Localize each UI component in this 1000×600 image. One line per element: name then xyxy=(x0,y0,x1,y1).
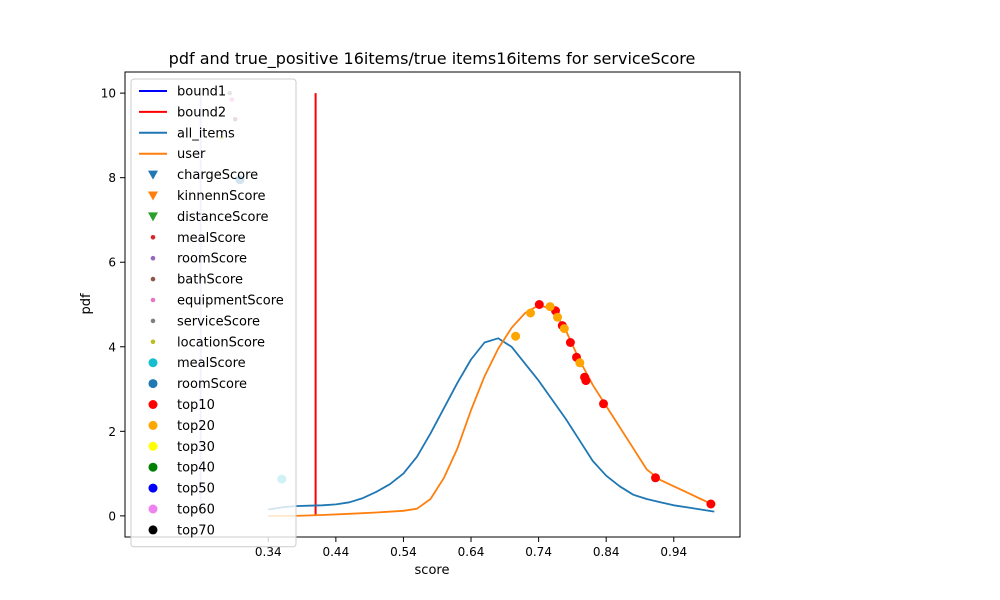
x-tick-label: 0.54 xyxy=(390,545,417,559)
legend-label-locationScore: locationScore xyxy=(177,335,265,350)
legend-label-top60: top60 xyxy=(177,503,215,518)
point-top10-9 xyxy=(706,499,716,509)
legend-handle-top60 xyxy=(148,504,158,514)
point-top20-4 xyxy=(559,324,569,334)
x-tick-label: 0.74 xyxy=(525,545,552,559)
legend-label-top50: top50 xyxy=(177,482,215,497)
legend-label-roomScore: roomScore xyxy=(177,377,247,392)
y-tick-label: 4 xyxy=(108,340,116,354)
legend-label-top20: top20 xyxy=(177,419,215,434)
x-tick-label: 0.84 xyxy=(593,545,620,559)
y-axis-label: pdf xyxy=(79,293,94,315)
x-axis-label: score xyxy=(415,563,450,578)
x-tick-label: 0.44 xyxy=(322,545,349,559)
point-top10-8 xyxy=(651,473,660,483)
legend-handle-locationScore xyxy=(150,339,156,345)
x-tick-label: 0.34 xyxy=(255,545,282,559)
legend-label-top10: top10 xyxy=(177,398,215,413)
legend-label-bound2: bound2 xyxy=(177,105,226,120)
point-top20-1 xyxy=(526,308,535,318)
y-tick-label: 10 xyxy=(101,87,116,101)
legend-label-kinnennScore: kinnennScore xyxy=(177,189,266,204)
point-top10-6 xyxy=(581,376,591,386)
point-top10-7 xyxy=(599,399,608,409)
legend-handle-equipmentScore xyxy=(150,297,156,303)
x-tick-label: 0.94 xyxy=(660,545,687,559)
x-axis: 0.34 0.44 0.54 0.64 0.74 0.84 0.94 xyxy=(255,537,687,559)
chart-title: pdf and true_positive 16items/true items… xyxy=(169,49,696,69)
legend-handle-bathScore xyxy=(150,276,156,282)
legend-label-all_items: all_items xyxy=(177,126,235,141)
legend-handle-chargeScore xyxy=(148,170,158,180)
legend-label-serviceScore: serviceScore xyxy=(177,314,260,329)
point-top20-5 xyxy=(575,358,585,368)
legend-handle-top40 xyxy=(148,462,158,472)
point-top10-0 xyxy=(534,300,544,309)
series-line-all_items xyxy=(268,337,715,513)
legend-handle-mealScore xyxy=(150,235,156,240)
legend-box xyxy=(130,78,297,548)
legend-handle-roomScore xyxy=(150,255,156,261)
legend-label-mealScore: mealScore xyxy=(177,231,246,246)
legend-label-top30: top30 xyxy=(177,440,215,455)
point-top10-3 xyxy=(565,338,575,347)
y-tick-label: 2 xyxy=(108,425,116,439)
point-top20-0 xyxy=(511,331,521,341)
legend-label-roomScore: roomScore xyxy=(177,252,247,267)
legend-handle-top20 xyxy=(148,420,158,430)
legend-handle-distanceScore xyxy=(148,212,158,222)
legend-label-top70: top70 xyxy=(177,523,215,538)
legend-label-top40: top40 xyxy=(177,461,215,476)
plot-frame xyxy=(124,71,741,538)
x-tick-label: 0.64 xyxy=(458,545,485,559)
legend-handle-top50 xyxy=(148,483,158,493)
legend-handle-roomScore xyxy=(148,379,158,389)
legend-handle-kinnennScore xyxy=(148,191,158,201)
legend-handle-mealScore xyxy=(148,358,158,368)
legend-handle-top10 xyxy=(148,400,158,409)
legend-label-user: user xyxy=(177,147,206,162)
y-axis: 0 2 4 6 8 10 xyxy=(101,87,125,523)
legend-label-mealScore: mealScore xyxy=(177,356,246,371)
legend-label-distanceScore: distanceScore xyxy=(177,210,269,225)
point-top20-3 xyxy=(553,312,562,322)
legend-handle-top70 xyxy=(148,525,158,535)
legend-handle-top30 xyxy=(148,441,158,451)
y-tick-label: 6 xyxy=(108,256,116,270)
legend-label-equipmentScore: equipmentScore xyxy=(177,294,284,309)
point-top20-2 xyxy=(545,302,555,312)
legend-label-bathScore: bathScore xyxy=(177,273,243,288)
legend-handle-serviceScore xyxy=(150,318,156,324)
y-tick-label: 0 xyxy=(108,509,116,523)
legend-label-bound1: bound1 xyxy=(177,85,226,100)
legend-label-chargeScore: chargeScore xyxy=(177,168,258,183)
y-tick-label: 8 xyxy=(108,171,116,185)
series-line-user xyxy=(268,304,715,517)
